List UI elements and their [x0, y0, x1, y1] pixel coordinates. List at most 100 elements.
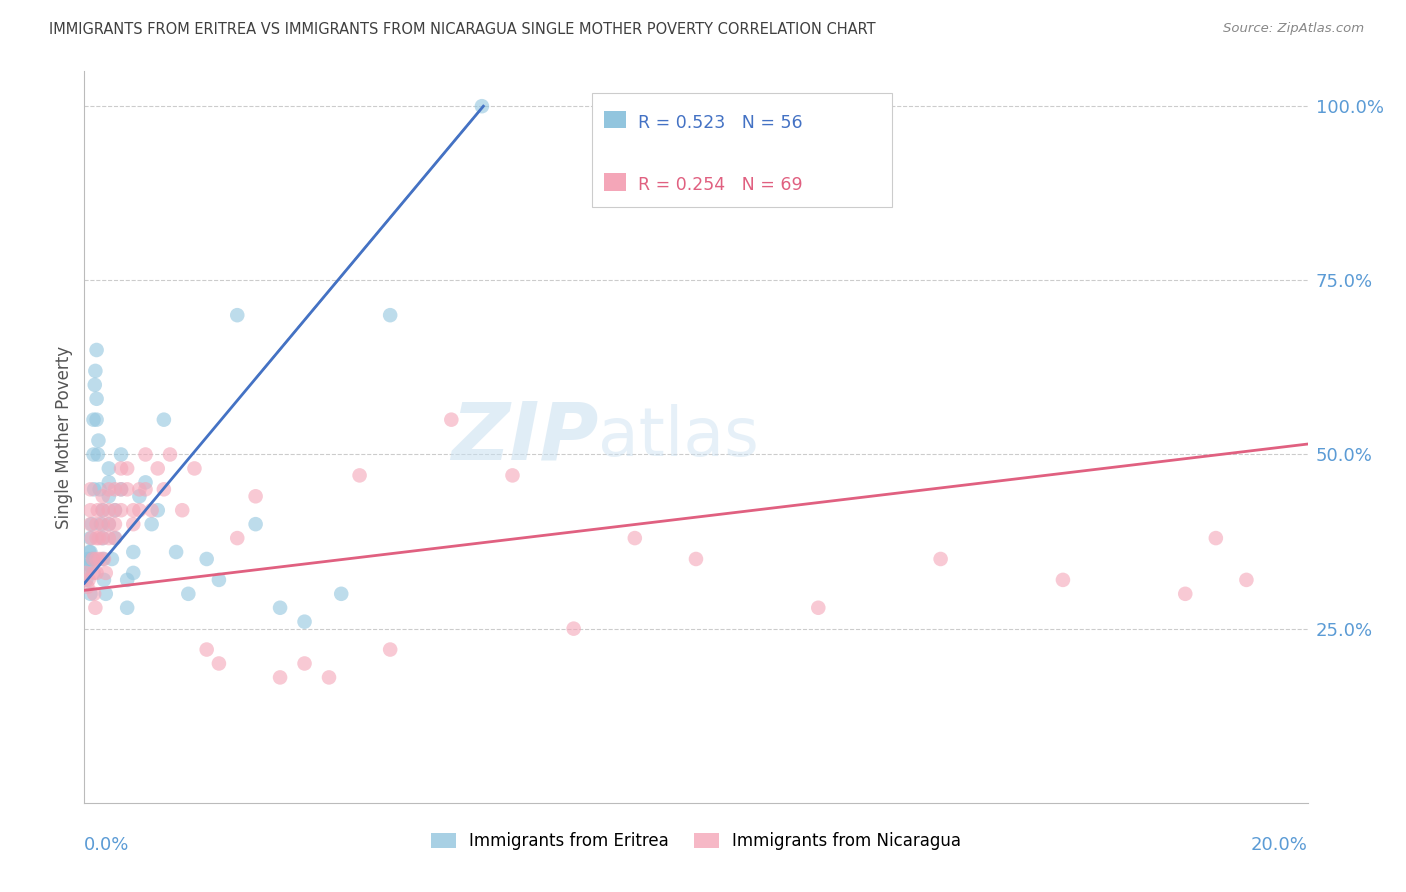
Point: [86, 392, 108, 406]
Point: [146, 461, 169, 475]
Point: [122, 503, 145, 517]
Point: [91, 517, 114, 532]
Text: ZIP: ZIP: [451, 398, 598, 476]
Point: [91, 489, 114, 503]
Point: [86, 343, 108, 357]
Point: [93, 573, 115, 587]
Point: [83, 483, 105, 497]
Point: [93, 552, 115, 566]
Point: [86, 517, 108, 532]
Point: [195, 552, 218, 566]
Text: atlas: atlas: [598, 404, 759, 470]
Text: 0.0%: 0.0%: [84, 836, 129, 854]
Text: R = 0.254   N = 69: R = 0.254 N = 69: [638, 176, 803, 194]
Point: [115, 573, 138, 587]
Point: [195, 642, 218, 657]
Point: [177, 587, 200, 601]
Point: [562, 622, 585, 636]
Point: [165, 545, 187, 559]
Point: [79, 517, 101, 532]
FancyBboxPatch shape: [605, 173, 626, 191]
Point: [807, 600, 830, 615]
Point: [110, 461, 132, 475]
Point: [97, 517, 120, 532]
Point: [104, 503, 127, 517]
Point: [83, 566, 105, 580]
Point: [208, 573, 231, 587]
Point: [685, 552, 707, 566]
Y-axis label: Single Mother Poverty: Single Mother Poverty: [55, 345, 73, 529]
Point: [91, 503, 114, 517]
Point: [83, 587, 105, 601]
FancyBboxPatch shape: [592, 94, 891, 207]
Point: [226, 531, 249, 545]
Point: [97, 483, 120, 497]
Point: [294, 615, 316, 629]
Point: [104, 531, 127, 545]
Point: [141, 517, 163, 532]
Point: [86, 552, 108, 566]
Point: [153, 483, 176, 497]
Point: [91, 503, 114, 517]
Point: [77, 545, 100, 559]
Point: [122, 517, 145, 532]
Point: [440, 412, 463, 426]
Text: Source: ZipAtlas.com: Source: ZipAtlas.com: [1223, 22, 1364, 36]
FancyBboxPatch shape: [605, 112, 626, 128]
Point: [349, 468, 371, 483]
Point: [97, 531, 120, 545]
Text: IMMIGRANTS FROM ERITREA VS IMMIGRANTS FROM NICARAGUA SINGLE MOTHER POVERTY CORRE: IMMIGRANTS FROM ERITREA VS IMMIGRANTS FR…: [49, 22, 876, 37]
Point: [128, 503, 150, 517]
Point: [91, 531, 114, 545]
Point: [318, 670, 340, 684]
Point: [101, 552, 124, 566]
Point: [183, 461, 205, 475]
Point: [87, 503, 110, 517]
Point: [135, 483, 157, 497]
Point: [86, 531, 108, 545]
Point: [269, 670, 291, 684]
Point: [86, 412, 108, 426]
Point: [97, 503, 120, 517]
Text: 20.0%: 20.0%: [1251, 836, 1308, 854]
Point: [77, 573, 100, 587]
Point: [269, 600, 291, 615]
Point: [502, 468, 524, 483]
Point: [330, 587, 353, 601]
Point: [115, 483, 138, 497]
Point: [135, 475, 157, 490]
Point: [91, 552, 114, 566]
Point: [87, 448, 110, 462]
Point: [110, 448, 132, 462]
Point: [104, 531, 127, 545]
Point: [91, 531, 114, 545]
Point: [135, 448, 157, 462]
Point: [1052, 573, 1074, 587]
Point: [97, 489, 120, 503]
Point: [624, 531, 647, 545]
Point: [89, 552, 111, 566]
Point: [75, 566, 97, 580]
Point: [90, 517, 112, 532]
Point: [79, 587, 101, 601]
Point: [245, 517, 267, 532]
Point: [153, 412, 176, 426]
Point: [122, 545, 145, 559]
Point: [86, 566, 108, 580]
Point: [76, 580, 98, 594]
Point: [79, 558, 101, 573]
Point: [80, 531, 103, 545]
Point: [110, 483, 132, 497]
Point: [97, 475, 120, 490]
Point: [79, 483, 101, 497]
Point: [84, 364, 107, 378]
Point: [97, 517, 120, 532]
Point: [128, 489, 150, 503]
Point: [141, 503, 163, 517]
Point: [76, 558, 98, 573]
Point: [172, 503, 194, 517]
Point: [94, 566, 117, 580]
Point: [77, 552, 100, 566]
Point: [471, 99, 494, 113]
Point: [208, 657, 231, 671]
